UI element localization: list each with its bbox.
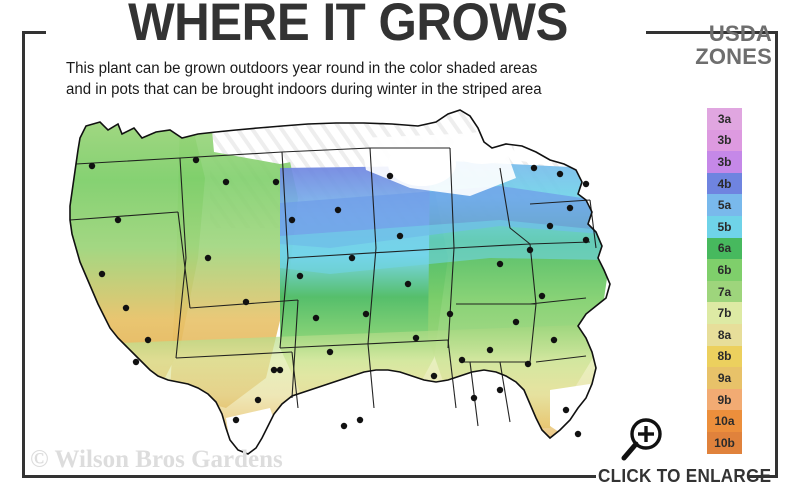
legend-swatch-10b-15: 10b [707, 431, 742, 454]
map-zone-region-intermountain [170, 114, 298, 408]
legend-heading-line-2: ZONES [695, 44, 772, 69]
legend-swatch-9a-12: 9a [707, 367, 742, 389]
legend-swatch-4b-3: 4b [707, 172, 742, 195]
map-lake-michigan [388, 142, 456, 186]
legend-swatch-3b-2: 3b [707, 151, 742, 173]
legend-swatch-5a-4: 5a [707, 194, 742, 216]
legend-swatch-9b-13: 9b [707, 388, 742, 411]
subtitle-line-2: and in pots that can be brought indoors … [66, 81, 542, 98]
legend-swatch-10a-14: 10a [707, 410, 742, 432]
legend-swatch-3b-1: 3b [707, 129, 742, 152]
legend-swatch-7a-8: 7a [707, 280, 742, 303]
legend-swatch-3a-0: 3a [707, 108, 742, 130]
subtitle-line-1: This plant can be grown outdoors year ro… [66, 60, 538, 77]
page-title: WHERE IT GROWS [128, 0, 568, 52]
frame-gap-title [46, 26, 646, 38]
map-zone-band-cool-b [280, 220, 606, 274]
click-to-enlarge-label[interactable]: CLICK TO ENLARGE [598, 466, 772, 486]
map-country-outline [69, 109, 611, 455]
legend-swatch-6b-7: 6b [707, 259, 742, 281]
map-svg [69, 109, 611, 455]
map-city-dots [88, 156, 590, 438]
magnifier-plus-icon[interactable] [617, 415, 667, 465]
legend-swatch-5b-5: 5b [707, 215, 742, 238]
subtitle: This plant can be grown outdoors year ro… [66, 58, 648, 100]
watermark: © Wilson Bros Gardens [30, 446, 283, 473]
legend-swatch-7b-9: 7b [707, 302, 742, 324]
legend-swatch-6a-6: 6a [707, 237, 742, 260]
frame-gap-footer [596, 468, 748, 482]
legend-heading: USDA ZONES [695, 22, 772, 68]
legend-swatch-8a-10: 8a [707, 323, 742, 346]
usda-zone-map[interactable] [30, 108, 680, 468]
legend-heading-line-1: USDA [708, 21, 772, 46]
legend-swatch-8b-11: 8b [707, 345, 742, 368]
usda-zone-legend: 3a 3b 3b 4b 5a 5b 6a 6b 7a 7b 8a 8b 9a 9b 10a 10b [707, 108, 742, 454]
